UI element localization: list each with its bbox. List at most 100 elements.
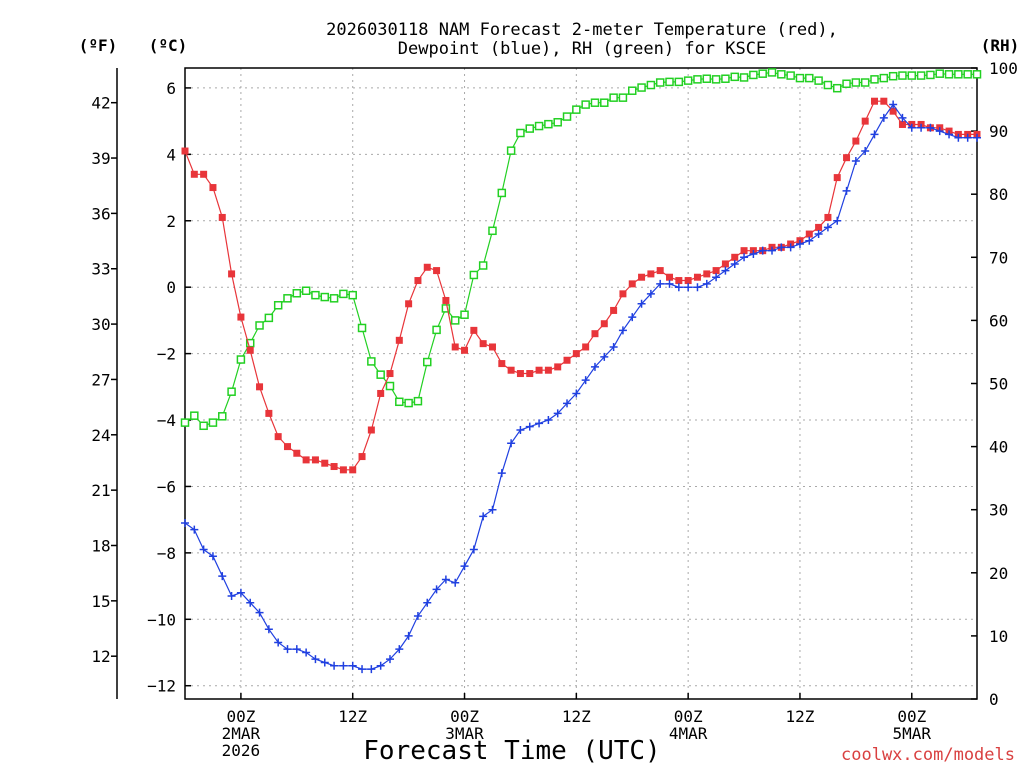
rh-point [637,83,646,92]
fahrenheit-tick-label: 36 [91,204,110,223]
rh-point [245,338,255,348]
rh-point [777,70,786,79]
rh-point [814,76,823,85]
temperature-point [433,267,441,275]
temperature-point [190,170,198,178]
chart-title-line2: Dewpoint (blue), RH (green) for KSCE [398,39,766,59]
dewpoint-point [870,130,879,139]
rh-point [972,70,982,79]
dewpoint-point [795,240,804,249]
x-tick-label: 2MAR [222,724,261,743]
dewpoint-point [842,186,851,195]
temperature-point [423,263,431,271]
x-tick-label: 12Z [562,707,591,726]
temperature-point [889,107,897,115]
temperature-point [265,409,273,417]
temperature-point [256,383,264,391]
rh-tick-label: 30 [989,501,1008,520]
x-tick-label: 2026 [222,741,261,760]
dewpoint-point [889,100,898,109]
rh-point [665,77,674,87]
rh-point [283,294,292,303]
temperature-point [740,247,748,255]
temperature-point [591,330,599,338]
rh-point [646,80,656,90]
dewpoint-point [330,661,339,670]
temperature-point [600,320,608,328]
plot-frame [184,67,978,700]
rh-point [413,396,423,406]
rh-point [469,270,479,280]
dewpoint-point [385,655,394,664]
dewpoint-point [367,665,376,674]
dewpoint-point [395,645,404,654]
rh-point [348,290,357,300]
dewpoint-point [861,147,870,156]
dewpoint-point [581,376,590,385]
rh-point [450,316,460,325]
celsius-tick-label: −4 [157,411,176,430]
rh-point [218,412,227,421]
rh-tick-label: 100 [989,59,1018,78]
dewpoint-point [973,133,981,142]
rh-point [590,98,600,107]
temperature-series-line [184,100,977,471]
temperature-point [544,366,552,374]
rh-tick-label: 50 [989,375,1008,394]
rh-point [730,72,739,82]
rh-point [506,146,516,155]
dewpoint-point [814,230,823,239]
x-tick-label: 00Z [897,707,926,726]
temperature-point [843,154,851,162]
temperature-point [554,363,562,371]
temperature-point [377,389,385,397]
dewpoint-point [609,342,618,351]
dewpoint-point [358,665,367,674]
rh-point [795,73,805,83]
rh-point [581,100,590,109]
x-tick-label: 4MAR [669,724,708,743]
dewpoint-point [851,156,860,165]
dewpoint-point [488,505,497,514]
rh-point [301,286,311,295]
temperature-point [805,230,813,238]
dewpoint-point [721,266,730,275]
temperature-point [395,336,403,344]
rh-point [721,74,730,83]
rh-point [749,70,758,80]
data-series [180,68,982,674]
celsius-tick-label: −8 [157,544,176,563]
temperature-point [563,356,571,364]
fahrenheit-tick-label: 42 [91,94,110,113]
dewpoint-point [618,326,627,335]
temperature-point [488,343,496,351]
temperature-point [721,260,729,268]
fahrenheit-tick-label: 27 [91,370,110,389]
rh-point [544,119,553,129]
temperature-point [237,313,245,321]
dewpoint-point [954,133,963,142]
dewpoint-point [590,362,599,371]
rh-point [311,290,320,300]
dewpoint-point [264,625,273,634]
chart-title-line1: 2026030118 NAM Forecast 2-meter Temperat… [326,20,838,40]
dewpoint-point [441,575,450,584]
dewpoint-point [227,592,236,601]
temperature-point [479,340,487,348]
dewpoint-point [190,525,199,534]
dewpoint-point [758,246,767,255]
rh-tick-label: 20 [989,564,1008,583]
dewpoint-point [768,246,777,255]
dewpoint-point [413,611,422,620]
dewpoint-point [907,123,916,132]
dewpoint-point [823,223,832,232]
temperature-point [666,273,674,281]
rh-point [236,355,246,364]
temperature-point [442,296,450,304]
rh-point [320,292,330,302]
dewpoint-point [339,661,348,670]
rh-point [963,70,972,79]
temperature-point [871,97,879,105]
celsius-tick-label: −10 [147,610,176,629]
